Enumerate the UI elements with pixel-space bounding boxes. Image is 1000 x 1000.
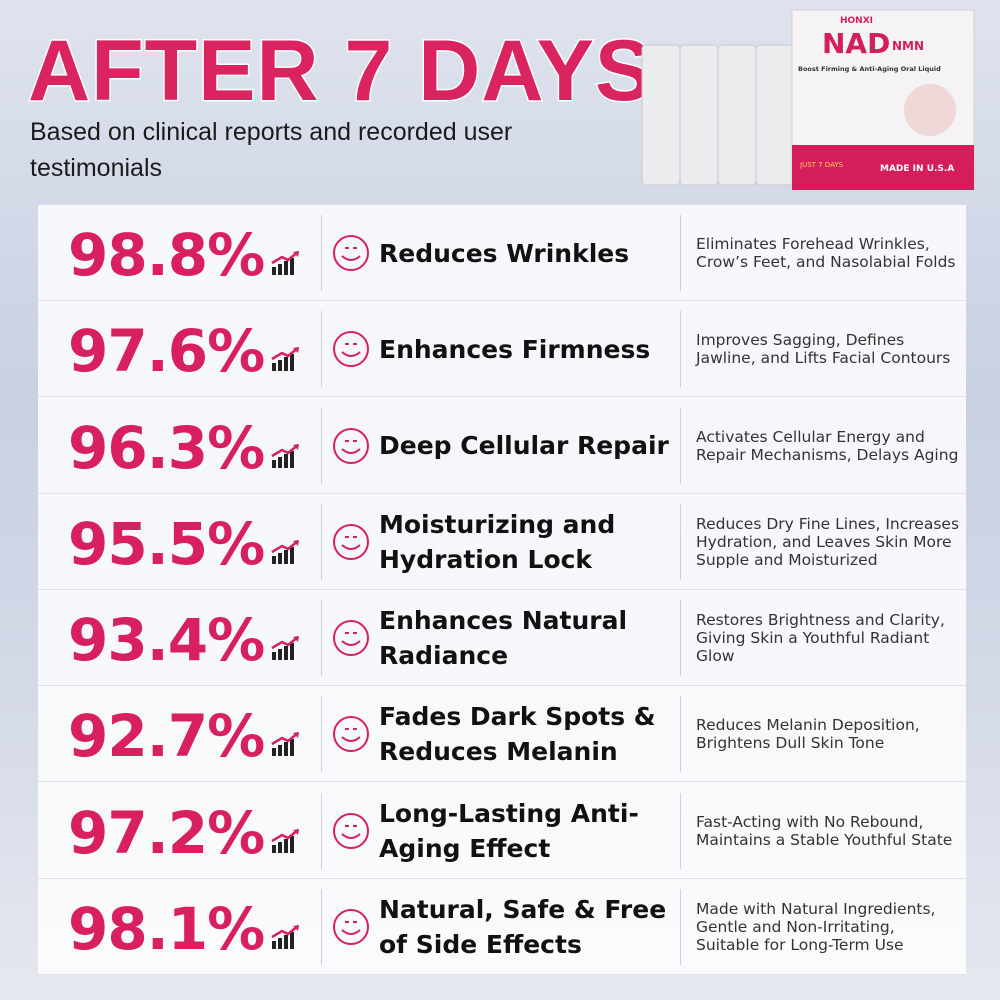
divider <box>680 311 681 388</box>
benefit-icon <box>330 521 372 567</box>
divider <box>321 696 322 773</box>
trend-icon <box>270 924 302 955</box>
divider <box>321 600 322 676</box>
tagline: Boost Firming & Anti-Aging Oral Liquid <box>798 65 941 73</box>
percentage: 96.3% <box>68 413 265 482</box>
product-suffix: NMN <box>892 39 924 53</box>
benefit-description: Activates Cellular Energy and Repair Mec… <box>696 427 959 464</box>
percentage: 95.5% <box>68 509 265 578</box>
table-row: 97.6% Enhances Firmness Improves Sagging, … <box>38 301 966 398</box>
divider <box>680 600 681 676</box>
benefit-title: Enhances Natural Radiance <box>379 606 628 670</box>
table-row: 97.2% Long-Lasting Anti-Aging Effect Fast-… <box>38 783 966 879</box>
table-row: 95.5% Moisturizing and Hydration Lock Redu… <box>38 494 966 590</box>
divider <box>680 696 681 773</box>
benefit-title: Enhances Firmness <box>379 334 651 364</box>
benefit-description: Reduces Melanin Deposition, Brightens Du… <box>696 716 920 753</box>
percentage: 92.7% <box>68 702 265 771</box>
benefit-description: Improves Sagging, Defines Jawline, and L… <box>696 331 951 368</box>
trend-icon <box>270 251 302 281</box>
percentage: 97.2% <box>68 798 265 867</box>
benefit-icon <box>330 617 372 663</box>
table-row: 96.3% Deep Cellular Repair Activates Cellu… <box>38 398 966 494</box>
divider <box>680 792 681 869</box>
divider <box>680 503 681 580</box>
trend-icon <box>270 636 302 666</box>
table: 98.8% Reduces Wrinkles Eliminates Forehead… <box>38 205 966 975</box>
benefit-title: Natural, Safe & Free of Side Effects <box>379 894 667 959</box>
table-row: 98.8% Reduces Wrinkles Eliminates Forehead… <box>38 205 966 301</box>
trend-icon <box>270 732 302 762</box>
table-row: 92.7% Fades Dark Spots & Reduces Melanin R… <box>38 686 966 783</box>
benefit-icon <box>330 906 372 952</box>
divider <box>321 792 322 869</box>
benefit-title: Deep Cellular Repair <box>379 431 669 460</box>
brand: HONXI <box>840 16 873 26</box>
divider <box>321 503 322 580</box>
divider <box>680 407 681 484</box>
benefit-description: Eliminates Forehead Wrinkles, Crow’s Fee… <box>696 235 956 271</box>
benefit-description: Reduces Dry Fine Lines, Increases Hydrat… <box>696 514 960 569</box>
table-row: 98.1% Natural, Safe & Free of Side Effect… <box>38 879 966 975</box>
subtitle: Based on clinical reports and recorded u… <box>30 118 513 182</box>
benefit-title: Long-Lasting Anti-Aging Effect <box>379 798 639 863</box>
product-image: HONXI NAD NMN Boost Firming & Anti-Aging… <box>641 9 975 191</box>
benefit-title: Fades Dark Spots & Reduces Melanin <box>379 702 656 767</box>
divider <box>321 311 322 388</box>
divider <box>680 888 681 965</box>
trend-icon <box>270 347 302 377</box>
benefit-title: Reduces Wrinkles <box>379 238 630 268</box>
percentage: 98.8% <box>68 221 265 289</box>
divider <box>321 888 322 965</box>
benefit-icon <box>330 810 372 856</box>
benefit-title: Moisturizing and Hydration Lock <box>379 509 616 574</box>
benefit-description: Fast-Acting with No Rebound, Maintains a… <box>696 812 953 849</box>
badge: JUST 7 DAYS <box>799 161 844 169</box>
title: AFTER 7 DAYS <box>26 22 654 121</box>
table-row: 93.4% Enhances Natural Radiance Restores B… <box>38 590 966 686</box>
benefit-description: Made with Natural Ingredients, Gentle an… <box>696 899 936 954</box>
product-name: NAD <box>822 27 890 60</box>
benefit-description: Restores Brightness and Clarity, Giving … <box>696 611 945 665</box>
benefit-icon <box>330 328 372 374</box>
percentage: 93.4% <box>68 606 265 674</box>
benefit-icon <box>330 425 372 471</box>
divider <box>321 215 322 291</box>
benefit-icon <box>330 713 372 759</box>
divider <box>321 407 322 484</box>
percentage: 98.1% <box>68 894 265 963</box>
origin: MADE IN U.S.A <box>880 164 954 174</box>
benefit-icon <box>330 232 372 278</box>
trend-icon <box>270 443 302 474</box>
divider <box>680 215 681 291</box>
trend-icon <box>270 828 302 859</box>
trend-icon <box>270 539 302 570</box>
percentage: 97.6% <box>68 317 265 386</box>
